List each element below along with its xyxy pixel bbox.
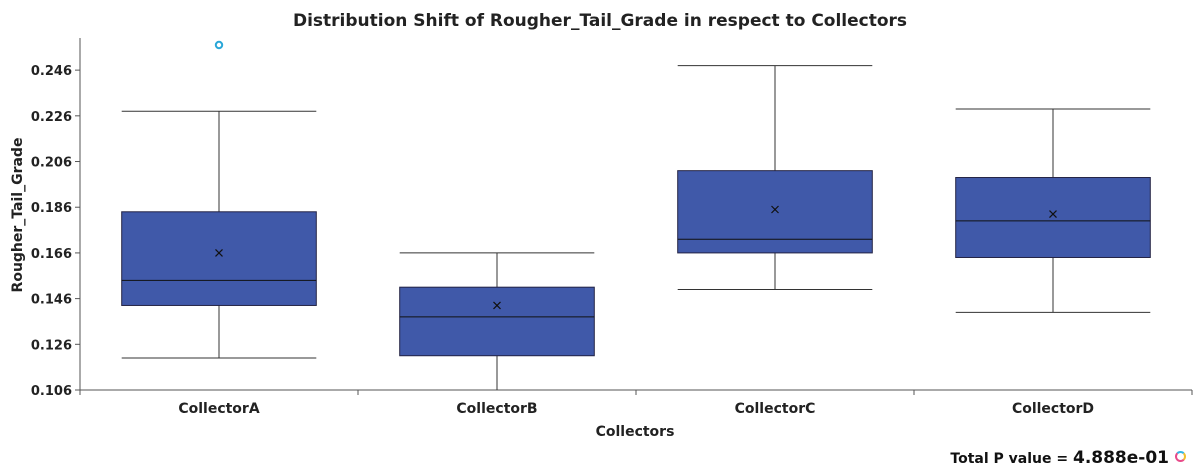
plot-area: 0.106 0.126 0.146 0.166 0.186 0.206 0.226 0.246… — [31, 38, 1193, 417]
mean-marker — [771, 205, 779, 214]
x-tick-label: CollectorA — [178, 401, 259, 417]
box-CollectorC — [677, 170, 873, 254]
x-tick-label: CollectorC — [735, 401, 816, 417]
mean-marker — [1049, 210, 1057, 218]
y-tick-label: 0.166 — [31, 247, 72, 262]
box-CollectorD — [955, 177, 1151, 258]
color-wheel-icon — [1175, 451, 1186, 462]
x-tick-label: CollectorB — [456, 401, 537, 417]
chart-title: Distribution Shift of Rougher_Tail_Grade… — [293, 11, 907, 31]
y-tick-label: 0.226 — [31, 110, 72, 125]
y-tick-label: 0.186 — [31, 201, 72, 216]
p-value-number: 4.888e-01 — [1072, 448, 1169, 468]
x-tick-label: CollectorD — [1012, 401, 1094, 417]
box-CollectorB — [399, 286, 595, 357]
x-axis-label: Collectors — [596, 424, 675, 440]
mean-marker — [215, 248, 223, 257]
p-value-label: Total P value = — [950, 451, 1073, 467]
outlier-point — [214, 40, 224, 50]
y-tick-label: 0.246 — [31, 64, 72, 79]
box-CollectorA — [121, 211, 317, 306]
p-value-readout: Total P value = 4.888e-01 — [950, 448, 1186, 468]
y-tick-label: 0.106 — [31, 384, 72, 399]
mean-marker — [493, 301, 501, 310]
y-axis-label: Rougher_Tail_Grade — [10, 138, 26, 293]
y-tick-label: 0.126 — [31, 338, 72, 353]
y-tick-label: 0.146 — [31, 293, 72, 308]
y-tick-label: 0.206 — [31, 156, 72, 171]
